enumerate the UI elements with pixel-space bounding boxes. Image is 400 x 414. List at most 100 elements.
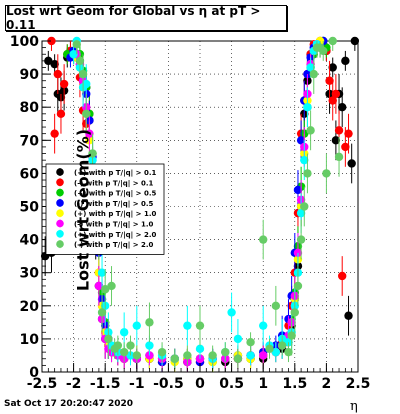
y-tick-label: 30 [20, 266, 40, 282]
x-tick-label: 0 [195, 376, 205, 392]
x-tick-label: -1.5 [90, 376, 121, 392]
data-point [265, 344, 274, 354]
legend-entry-label: (+) with p T/|q| > 2.0 [74, 231, 157, 240]
data-point [350, 36, 360, 46]
data-point [101, 285, 110, 294]
data-point [126, 341, 135, 350]
y-tick-label: 0 [29, 365, 39, 381]
data-point [344, 129, 353, 138]
x-tick-label: -2 [66, 376, 82, 392]
y-tick-label: 60 [20, 166, 40, 182]
legend-entry-label: (+) with p T/|q| > 0.5 [74, 190, 157, 199]
x-axis-label: η [350, 399, 358, 414]
data-point [296, 235, 306, 244]
data-point [293, 281, 303, 291]
chart-title: Lost wrt Geom for Global vs η at pT > 0.… [5, 4, 287, 32]
data-point [246, 351, 255, 360]
x-tick-label: 1 [258, 376, 268, 392]
data-point [53, 69, 62, 79]
data-point [170, 354, 179, 363]
data-point [221, 347, 230, 357]
data-point [325, 76, 334, 85]
data-point [287, 331, 296, 340]
data-point [271, 301, 281, 310]
data-point [82, 109, 91, 119]
data-point [259, 235, 268, 244]
legend-marker [56, 199, 64, 207]
y-tick-label: 70 [20, 133, 40, 149]
data-point [341, 142, 350, 152]
x-tick-label: 0.5 [219, 376, 244, 392]
data-point [50, 59, 59, 69]
data-point [306, 63, 315, 72]
data-point [145, 341, 154, 350]
data-point [97, 308, 107, 317]
data-point [195, 344, 205, 354]
data-point [303, 103, 312, 112]
x-tick-label: 2.5 [346, 376, 371, 392]
legend-entry-label: (+) with p T/|q| > 1.0 [74, 210, 157, 219]
data-point [331, 136, 341, 145]
footer-timestamp: Sat Oct 17 20:20:47 2020 [4, 399, 134, 409]
data-point [328, 36, 337, 46]
legend-marker [56, 219, 64, 228]
data-point [284, 338, 293, 347]
legend-entry-label: (-) with p T/|q| > 2.0 [74, 241, 154, 250]
data-point [97, 268, 107, 277]
data-point [78, 69, 88, 79]
data-point [338, 103, 347, 112]
data-point [331, 89, 341, 99]
legend-marker [56, 188, 64, 197]
legend-entry-label: (-) with p T/|q| > 0.1 [74, 179, 154, 188]
data-point [47, 36, 56, 46]
data-point [271, 347, 281, 357]
data-point [296, 208, 306, 218]
data-point [107, 281, 116, 291]
data-point [157, 347, 167, 357]
x-tick-label: 2 [322, 376, 332, 392]
x-tick-label: -0.5 [153, 376, 184, 392]
data-point [183, 321, 192, 330]
data-point [338, 271, 347, 281]
data-point [44, 56, 53, 66]
data-point [88, 149, 97, 158]
data-point [72, 40, 81, 49]
data-point [328, 96, 337, 105]
data-point [50, 129, 59, 138]
data-point [132, 321, 141, 330]
data-point [56, 109, 66, 119]
data-point [82, 79, 91, 89]
data-point [75, 56, 85, 66]
data-point [344, 311, 353, 320]
y-tick-label: 80 [20, 100, 40, 116]
data-point [233, 334, 243, 344]
y-tick-label: 90 [20, 67, 40, 83]
data-point [246, 338, 255, 347]
data-point [208, 351, 217, 360]
data-point [259, 351, 268, 360]
data-point [341, 56, 350, 66]
y-tick-label: 10 [20, 332, 40, 348]
data-point [85, 129, 94, 138]
data-point [309, 69, 318, 79]
y-tick-label: 40 [20, 233, 40, 249]
data-point [59, 79, 69, 89]
data-point [119, 347, 129, 357]
data-point [334, 152, 344, 162]
legend-entry-label: (+) with p T/|q| > 0.1 [74, 169, 157, 178]
data-point [300, 155, 309, 165]
data-point [290, 308, 299, 317]
data-point [195, 321, 205, 330]
data-point [296, 136, 306, 145]
data-point [334, 126, 344, 135]
data-point [277, 341, 287, 350]
legend-box [45, 163, 165, 255]
legend-entry-label: (-) with p T/|q| > 0.5 [74, 200, 154, 209]
data-point [227, 308, 236, 317]
y-tick-label: 50 [20, 200, 40, 216]
data-point [259, 321, 268, 330]
data-point [233, 354, 243, 363]
x-tick-label: -2.5 [27, 376, 58, 392]
data-point [322, 169, 331, 178]
legend-marker [56, 209, 64, 217]
